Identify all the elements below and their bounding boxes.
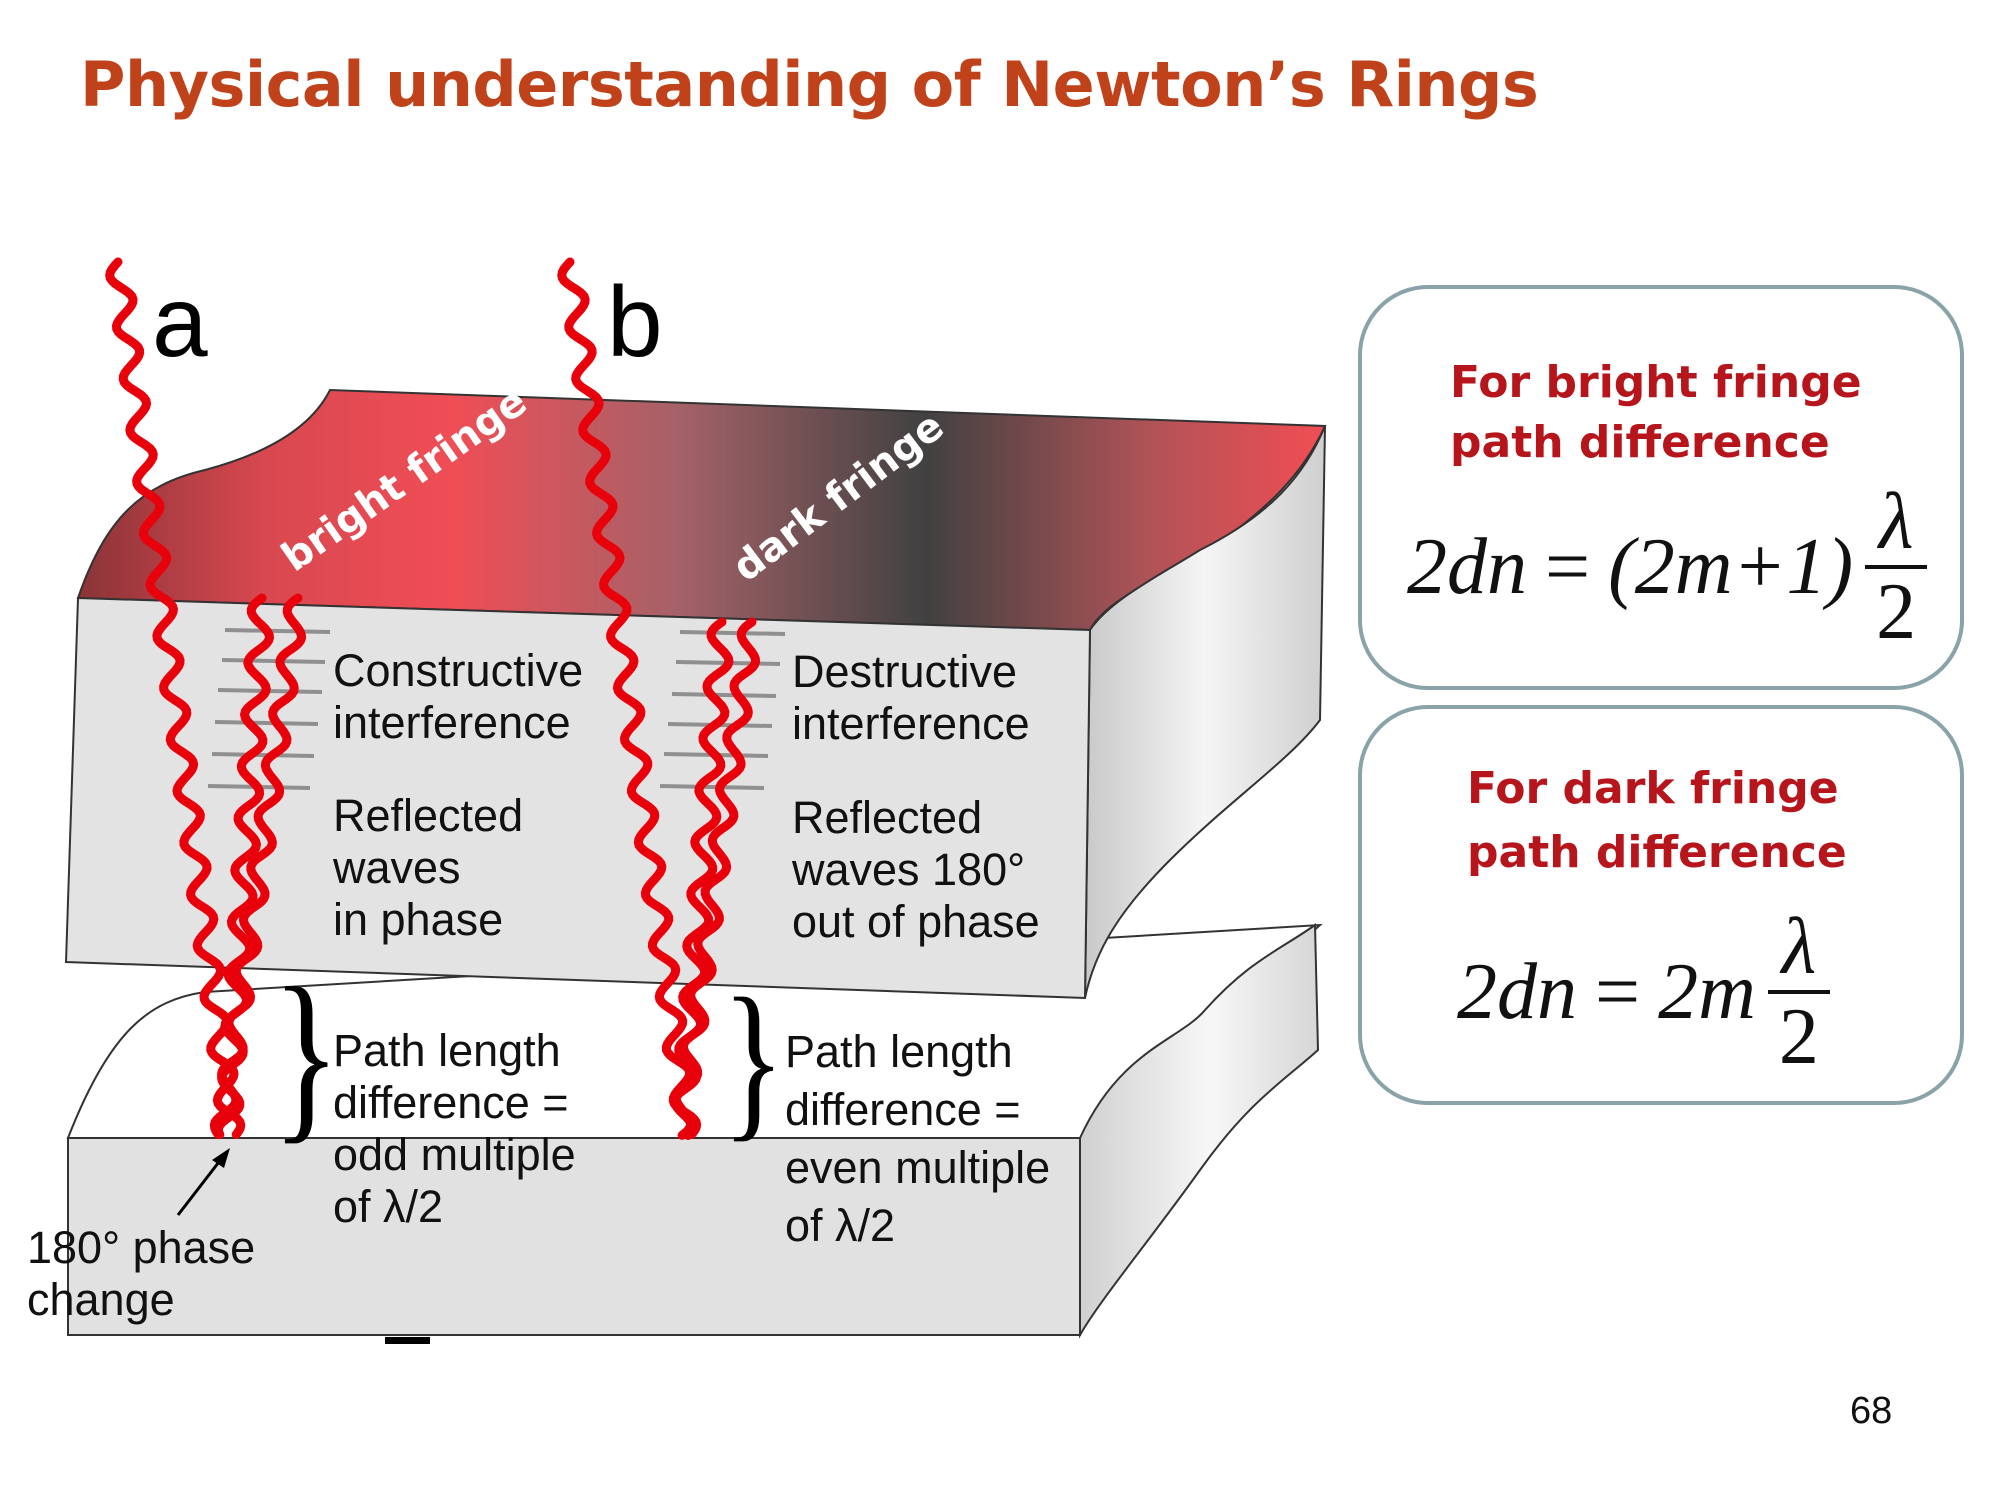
beam-b-reflected-wave-2 bbox=[671, 617, 761, 1140]
phase-change-arrow bbox=[176, 1157, 224, 1216]
odd-multiple-label: Path length difference = odd multiple of… bbox=[333, 1025, 576, 1232]
slide-title: Physical understanding of Newton’s Rings bbox=[80, 48, 1539, 121]
dark-formula-lhs: 2dn bbox=[1457, 947, 1577, 1036]
dark-formula-rhs: 2m bbox=[1658, 947, 1756, 1036]
plate-mark bbox=[385, 1337, 430, 1344]
reflected-in-phase-label: Reflected waves in phase bbox=[333, 790, 524, 945]
left-path-brace: } bbox=[272, 949, 340, 1159]
phase-change-label: 180° phase change bbox=[27, 1222, 256, 1325]
page-number: 68 bbox=[1850, 1390, 1893, 1432]
beam-a-label: a bbox=[152, 266, 208, 378]
right-path-brace: } bbox=[722, 963, 785, 1156]
dark-fringe-box: For dark fringe path difference 2dn = 2m… bbox=[1358, 705, 1964, 1105]
dark-formula-fraction: λ 2 bbox=[1767, 904, 1830, 1080]
bright-fringe-heading: For bright fringe path difference bbox=[1450, 357, 1862, 468]
beam-b-reflected-wave-1 bbox=[669, 617, 734, 1140]
beam-a-reflected-wave-2 bbox=[209, 593, 307, 1139]
bright-fringe-box: For bright fringe path difference 2dn = … bbox=[1358, 285, 1964, 690]
phase-change-arrowhead bbox=[212, 1148, 230, 1168]
light-waves bbox=[105, 257, 761, 1140]
bright-formula-lhs: 2dn bbox=[1407, 522, 1527, 611]
bright-fringe-formula: 2dn = (2m+1) λ 2 bbox=[1407, 479, 1928, 655]
reflected-out-of-phase-label: Reflected waves 180° out of phase bbox=[792, 792, 1040, 947]
beam-b-incident-wave bbox=[557, 257, 702, 1139]
dark-fringe-formula: 2dn = 2m λ 2 bbox=[1457, 904, 1830, 1080]
dark-fringe-heading: For dark fringe path difference bbox=[1467, 763, 1847, 878]
destructive-interference-label: Destructive interference bbox=[792, 646, 1030, 749]
bottom-plate-side bbox=[1079, 923, 1320, 1339]
even-multiple-label: Path length difference = even multiple o… bbox=[785, 1026, 1051, 1251]
beam-a-incident-wave bbox=[105, 257, 246, 1139]
lens-side bbox=[1084, 425, 1326, 999]
bright-formula-rhs: (2m+1) bbox=[1608, 522, 1854, 611]
bottom-plate-front bbox=[67, 1137, 1081, 1336]
bright-formula-fraction: λ 2 bbox=[1865, 479, 1928, 655]
beam-b-label: b bbox=[607, 266, 663, 378]
constructive-interference-label: Constructive interference bbox=[333, 645, 584, 748]
